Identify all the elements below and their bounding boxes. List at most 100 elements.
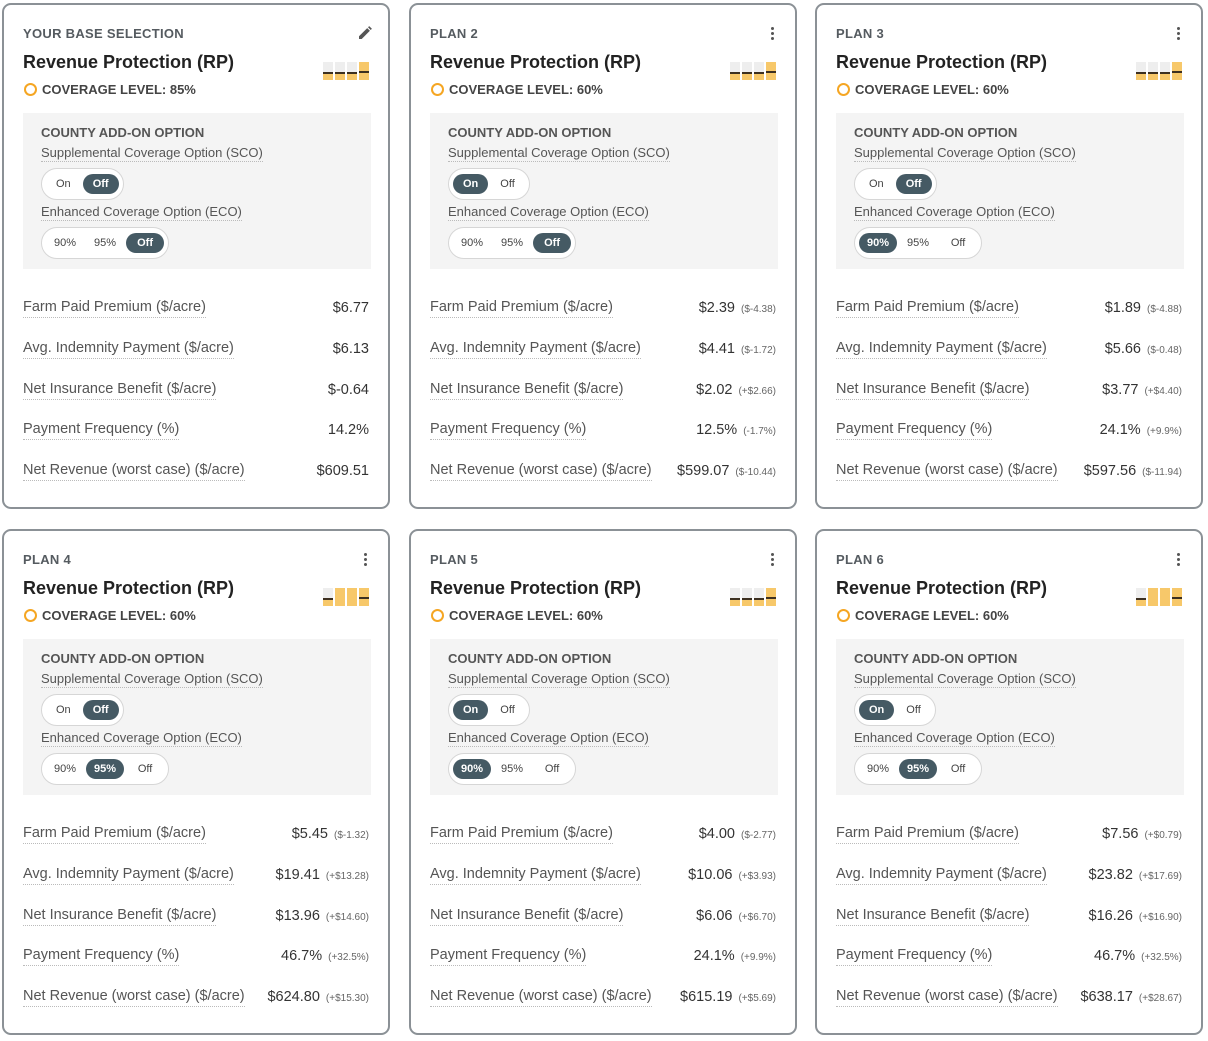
level-bar bbox=[323, 588, 333, 606]
metric-delta: ($-2.77) bbox=[740, 830, 776, 841]
coverage-level-indicator bbox=[1136, 588, 1182, 606]
sco-option-on[interactable]: On bbox=[869, 178, 884, 190]
metric-label: Avg. Indemnity Payment ($/acre) bbox=[23, 866, 234, 885]
metric-value: $23.82 bbox=[1088, 867, 1133, 883]
sco-option-off[interactable]: Off bbox=[82, 174, 119, 194]
eco-option-off[interactable]: Off bbox=[544, 763, 560, 775]
kebab-menu-icon[interactable] bbox=[763, 550, 781, 568]
eco-option-95[interactable]: 95% bbox=[501, 763, 524, 775]
level-bar bbox=[1136, 588, 1146, 606]
sco-toggle[interactable]: On Off bbox=[41, 694, 124, 726]
plan-card: PLAN 4 Revenue Protection (RP) COVERAGE LE… bbox=[2, 529, 390, 1035]
pencil-icon[interactable] bbox=[356, 24, 374, 42]
sco-toggle[interactable]: On Off bbox=[41, 168, 124, 200]
metric-value: $615.19 bbox=[680, 989, 733, 1005]
plan-card: YOUR BASE SELECTION Revenue Protection (R… bbox=[2, 3, 390, 509]
sco-option-on[interactable]: On bbox=[453, 700, 489, 720]
metric-value: 46.7% bbox=[1094, 948, 1136, 964]
metric-value: 14.2% bbox=[327, 422, 369, 438]
sco-option-off[interactable]: Off bbox=[82, 700, 119, 720]
metric-value-group: $7.56 (+$0.79) bbox=[1102, 826, 1182, 842]
metric-delta: ($-4.88) bbox=[1146, 304, 1182, 315]
metric-row: Avg. Indemnity Payment ($/acre) $19.41 (+$… bbox=[23, 864, 369, 886]
plan-label: PLAN 3 bbox=[836, 25, 885, 41]
eco-option-off[interactable]: Off bbox=[950, 237, 966, 249]
sco-option-off[interactable]: Off bbox=[895, 174, 932, 194]
coverage-level-text: COVERAGE LEVEL: 60% bbox=[855, 608, 1009, 623]
eco-toggle[interactable]: 90% 95% Off bbox=[448, 227, 577, 259]
plan-title: Revenue Protection (RP) bbox=[430, 578, 642, 598]
eco-toggle[interactable]: 90% 95% Off bbox=[41, 227, 170, 259]
metric-value: $6.13 bbox=[332, 341, 369, 357]
eco-option-90[interactable]: 90% bbox=[859, 233, 898, 253]
metric-delta: (+$6.70) bbox=[738, 912, 776, 923]
metric-value-group: $2.39 ($-4.38) bbox=[699, 300, 776, 316]
eco-option-95[interactable]: 95% bbox=[899, 759, 938, 779]
addon-title: COUNTY ADD-ON OPTION bbox=[448, 125, 612, 140]
plan-label: YOUR BASE SELECTION bbox=[23, 25, 184, 41]
eco-toggle[interactable]: 90% 95% Off bbox=[41, 753, 170, 785]
eco-option-off[interactable]: Off bbox=[126, 233, 165, 253]
county-addon-panel: COUNTY ADD-ON OPTION Supplemental Coverag… bbox=[836, 639, 1184, 795]
metric-label: Net Insurance Benefit ($/acre) bbox=[430, 381, 624, 400]
sco-option-on[interactable]: On bbox=[56, 178, 71, 190]
eco-option-off[interactable]: Off bbox=[137, 763, 153, 775]
sco-toggle[interactable]: On Off bbox=[448, 694, 530, 726]
metric-value: 12.5% bbox=[696, 422, 738, 438]
kebab-menu-icon[interactable] bbox=[763, 24, 781, 42]
sco-label: Supplemental Coverage Option (SCO) bbox=[41, 145, 263, 162]
metric-value-group: 46.7% (+32.5%) bbox=[1094, 948, 1182, 964]
metric-label: Avg. Indemnity Payment ($/acre) bbox=[430, 866, 641, 885]
metric-value-group: $10.06 (+$3.93) bbox=[688, 867, 776, 883]
county-addon-panel: COUNTY ADD-ON OPTION Supplemental Coverag… bbox=[836, 113, 1184, 269]
sco-option-on[interactable]: On bbox=[56, 704, 71, 716]
sco-option-off[interactable]: Off bbox=[500, 704, 515, 716]
sco-option-on[interactable]: On bbox=[453, 174, 489, 194]
metric-value: $16.26 bbox=[1088, 908, 1133, 924]
level-bar bbox=[742, 588, 752, 606]
metric-label: Farm Paid Premium ($/acre) bbox=[430, 299, 613, 318]
eco-option-90[interactable]: 90% bbox=[54, 237, 77, 249]
eco-option-90[interactable]: 90% bbox=[54, 763, 77, 775]
kebab-menu-icon[interactable] bbox=[356, 550, 374, 568]
eco-option-off[interactable]: Off bbox=[950, 763, 966, 775]
sco-option-off[interactable]: Off bbox=[500, 178, 515, 190]
eco-toggle[interactable]: 90% 95% Off bbox=[854, 227, 983, 259]
sco-option-on[interactable]: On bbox=[859, 700, 895, 720]
metric-label: Avg. Indemnity Payment ($/acre) bbox=[836, 340, 1047, 359]
metric-value: $2.39 bbox=[698, 300, 735, 316]
plan-label: PLAN 5 bbox=[430, 551, 479, 567]
metric-label: Net Insurance Benefit ($/acre) bbox=[23, 907, 217, 926]
metric-value-group: $597.56 ($-11.94) bbox=[1084, 463, 1182, 479]
level-bar bbox=[323, 62, 333, 80]
eco-option-95[interactable]: 95% bbox=[94, 237, 117, 249]
eco-option-90[interactable]: 90% bbox=[461, 237, 484, 249]
addon-title: COUNTY ADD-ON OPTION bbox=[854, 125, 1018, 140]
metric-value-group: 12.5% (-1.7%) bbox=[696, 422, 776, 438]
sco-toggle[interactable]: On Off bbox=[854, 694, 936, 726]
sco-option-off[interactable]: Off bbox=[906, 704, 921, 716]
sco-toggle[interactable]: On Off bbox=[854, 168, 937, 200]
eco-option-95[interactable]: 95% bbox=[501, 237, 524, 249]
sco-toggle[interactable]: On Off bbox=[448, 168, 530, 200]
kebab-menu-icon[interactable] bbox=[1169, 24, 1187, 42]
metric-value-group: 24.1% (+9.9%) bbox=[694, 948, 776, 964]
eco-toggle[interactable]: 90% 95% Off bbox=[448, 753, 577, 785]
eco-option-off[interactable]: Off bbox=[533, 233, 572, 253]
metric-row: Payment Frequency (%) 14.2% bbox=[23, 419, 369, 441]
metric-label: Net Insurance Benefit ($/acre) bbox=[23, 381, 217, 400]
metric-value: $5.45 bbox=[291, 826, 328, 842]
metric-value: 24.1% bbox=[1099, 422, 1141, 438]
eco-option-90[interactable]: 90% bbox=[867, 763, 890, 775]
kebab-menu-icon[interactable] bbox=[1169, 550, 1187, 568]
metric-row: Avg. Indemnity Payment ($/acre) $23.82 (+$… bbox=[836, 864, 1182, 886]
metric-delta: ($-11.94) bbox=[1142, 467, 1182, 478]
card-header: PLAN 6 bbox=[836, 550, 1187, 568]
eco-option-95[interactable]: 95% bbox=[907, 237, 930, 249]
metric-label: Net Insurance Benefit ($/acre) bbox=[430, 907, 624, 926]
eco-option-90[interactable]: 90% bbox=[453, 759, 492, 779]
eco-option-95[interactable]: 95% bbox=[86, 759, 125, 779]
coverage-level-indicator bbox=[323, 588, 369, 606]
plan-label: PLAN 6 bbox=[836, 551, 885, 567]
eco-toggle[interactable]: 90% 95% Off bbox=[854, 753, 983, 785]
